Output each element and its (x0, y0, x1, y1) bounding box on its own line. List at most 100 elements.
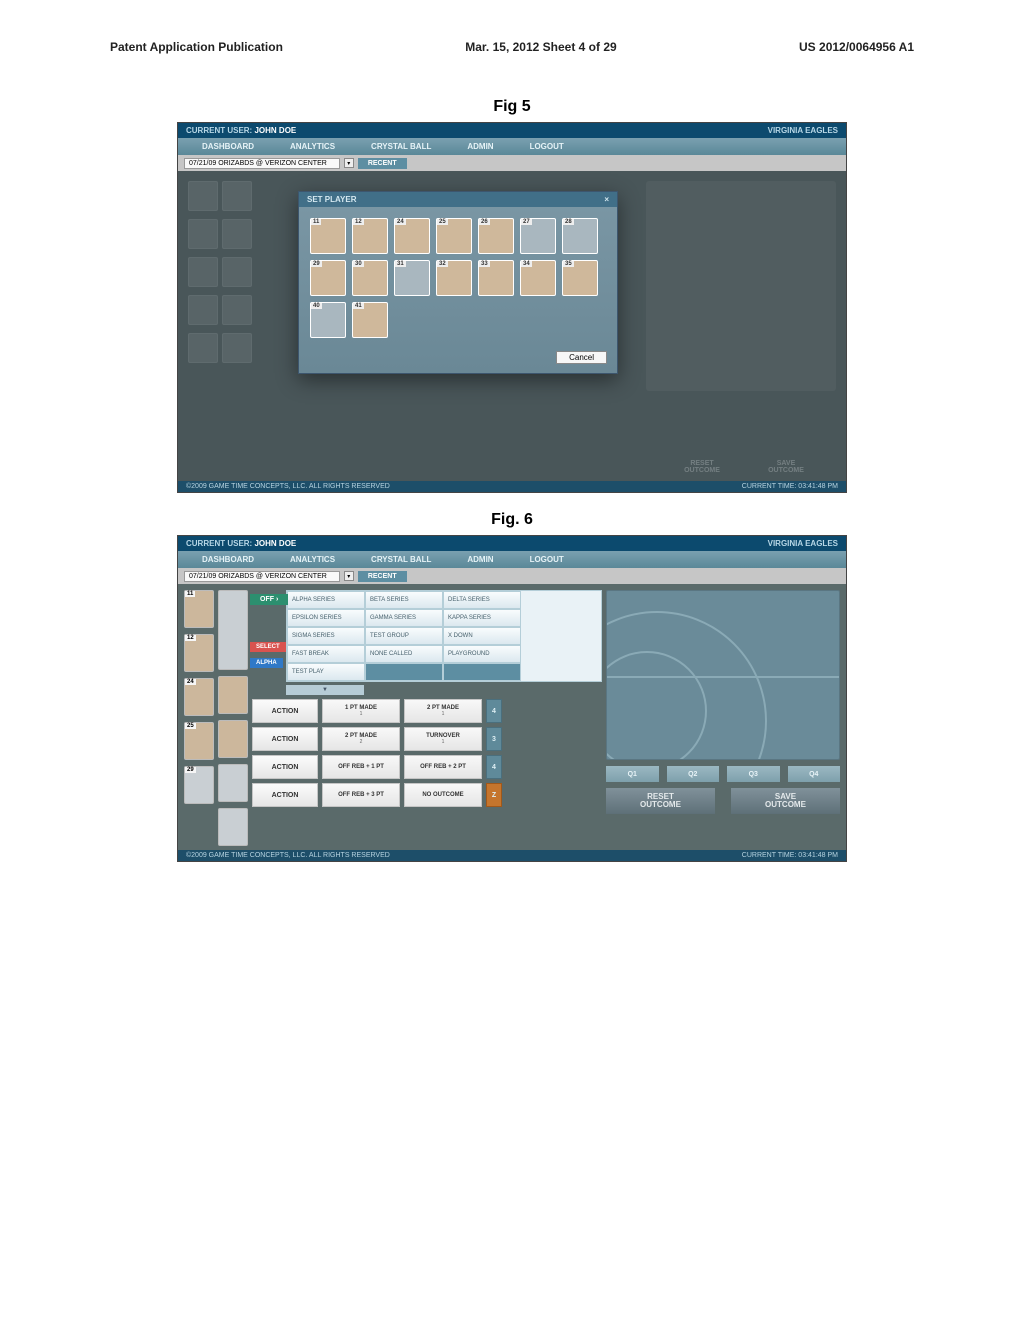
q4-button[interactable]: Q4 (788, 766, 841, 782)
player-tile[interactable] (218, 764, 248, 802)
player-card[interactable]: 29 (310, 260, 346, 296)
mid-column: OFF › SELECT ALPHA ALPHA SERIES BETA SER… (252, 590, 602, 846)
player-tile[interactable]: 24 (184, 678, 214, 716)
player-tile[interactable] (218, 676, 248, 714)
right-column: Q1 Q2 Q3 Q4 RESET OUTCOME SAVE OUTCOME (606, 590, 840, 846)
player-tile[interactable] (218, 590, 248, 670)
player-tile[interactable]: 11 (184, 590, 214, 628)
player-card[interactable]: 30 (352, 260, 388, 296)
player-card[interactable]: 24 (394, 218, 430, 254)
fig5-label: Fig 5 (110, 98, 914, 116)
nav-admin[interactable]: ADMIN (449, 138, 511, 155)
side-number[interactable]: Z (486, 783, 502, 807)
side-number[interactable]: 3 (486, 727, 502, 751)
player-card[interactable]: 41 (352, 302, 388, 338)
save-outcome-button[interactable]: SAVE OUTCOME (731, 788, 840, 814)
nav-crystal[interactable]: CRYSTAL BALL (353, 138, 449, 155)
recent-button[interactable]: RECENT (358, 158, 407, 169)
modal-footer: Cancel (299, 343, 617, 373)
outcome-label: OFF REB + 1 PT (338, 764, 384, 771)
cancel-button[interactable]: Cancel (556, 351, 607, 364)
series-cell[interactable]: TEST PLAY (287, 663, 365, 681)
side-number[interactable]: 4 (486, 755, 502, 779)
footer-left: ©2009 GAME TIME CONCEPTS, LLC. ALL RIGHT… (186, 852, 390, 859)
outcome-offreb-1pt[interactable]: OFF REB + 1 PT (322, 755, 400, 779)
outcome-2pt-made[interactable]: 2 PT MADE 1 (404, 699, 482, 723)
outcome-offreb-3pt[interactable]: OFF REB + 3 PT (322, 783, 400, 807)
series-cell[interactable]: TEST GROUP (365, 627, 443, 645)
series-dropdown-arrow[interactable]: ▼ (286, 685, 364, 695)
player-tile[interactable]: 29 (184, 766, 214, 804)
series-cell[interactable]: PLAYGROUND (443, 645, 521, 663)
nav-dashboard[interactable]: DASHBOARD (184, 551, 272, 568)
game-select[interactable]: 07/21/09 ORIZABDS @ VERIZON CENTER (184, 571, 340, 582)
player-card[interactable]: 35 (562, 260, 598, 296)
nav-admin[interactable]: ADMIN (449, 551, 511, 568)
player-tile[interactable] (218, 808, 248, 846)
action-button[interactable]: ACTION (252, 727, 318, 751)
player-card[interactable]: 31 (394, 260, 430, 296)
outcome-2pt-made-2[interactable]: 2 PT MADE 2 (322, 727, 400, 751)
nav-logout[interactable]: LOGOUT (512, 138, 582, 155)
action-button[interactable]: ACTION (252, 699, 318, 723)
player-card[interactable]: 40 (310, 302, 346, 338)
q3-button[interactable]: Q3 (727, 766, 780, 782)
fig5-window: CURRENT USER: JOHN DOE VIRGINIA EAGLES D… (177, 122, 847, 493)
series-cell[interactable]: DELTA SERIES (443, 591, 521, 609)
action-button[interactable]: ACTION (252, 755, 318, 779)
series-cell[interactable]: ALPHA SERIES (287, 591, 365, 609)
modal-body: 11 12 24 25 26 27 28 29 30 31 32 33 34 3… (299, 207, 617, 343)
off-tab[interactable]: OFF › (250, 594, 288, 605)
outcome-turnover[interactable]: TURNOVER 1 (404, 727, 482, 751)
select-tab[interactable]: SELECT (250, 642, 286, 652)
player-card[interactable]: 34 (520, 260, 556, 296)
outcome-no-outcome[interactable]: NO OUTCOME (404, 783, 482, 807)
series-cell[interactable]: EPSILON SERIES (287, 609, 365, 627)
series-cell[interactable]: X DOWN (443, 627, 521, 645)
nav-analytics[interactable]: ANALYTICS (272, 551, 353, 568)
nav-crystal[interactable]: CRYSTAL BALL (353, 551, 449, 568)
fig5-content: SET PLAYER × 11 12 24 25 26 27 28 29 30 … (178, 171, 846, 481)
player-card[interactable]: 26 (478, 218, 514, 254)
side-number[interactable]: 4 (486, 699, 502, 723)
sub-bar: 07/21/09 ORIZABDS @ VERIZON CENTER ▾ REC… (178, 568, 846, 584)
player-card[interactable]: 11 (310, 218, 346, 254)
player-tile[interactable]: 12 (184, 634, 214, 672)
dropdown-icon[interactable]: ▾ (344, 158, 354, 168)
player-card[interactable]: 28 (562, 218, 598, 254)
close-icon[interactable]: × (604, 195, 609, 204)
player-card[interactable]: 32 (436, 260, 472, 296)
q2-button[interactable]: Q2 (667, 766, 720, 782)
player-card[interactable]: 27 (520, 218, 556, 254)
outcome-1pt-made[interactable]: 1 PT MADE 1 (322, 699, 400, 723)
player-tile[interactable] (218, 720, 248, 758)
player-card[interactable]: 33 (478, 260, 514, 296)
reset-outcome-button[interactable]: RESET OUTCOME (606, 788, 715, 814)
nav-dashboard[interactable]: DASHBOARD (184, 138, 272, 155)
player-card[interactable]: 12 (352, 218, 388, 254)
nav-analytics[interactable]: ANALYTICS (272, 138, 353, 155)
series-cell[interactable]: GAMMA SERIES (365, 609, 443, 627)
dropdown-icon[interactable]: ▾ (344, 571, 354, 581)
team-label: VIRGINIA EAGLES (768, 126, 838, 135)
fig6-label: Fig. 6 (110, 511, 914, 529)
user-bar: CURRENT USER: JOHN DOE VIRGINIA EAGLES (178, 536, 846, 551)
player-card[interactable]: 25 (436, 218, 472, 254)
player-tile[interactable]: 25 (184, 722, 214, 760)
recent-button[interactable]: RECENT (358, 571, 407, 582)
series-cell[interactable]: NONE CALLED (365, 645, 443, 663)
series-cell-empty (443, 663, 521, 681)
court-diagram[interactable] (606, 590, 840, 760)
outcome-offreb-2pt[interactable]: OFF REB + 2 PT (404, 755, 482, 779)
footer-strip: ©2009 GAME TIME CONCEPTS, LLC. ALL RIGHT… (178, 481, 846, 492)
series-cell[interactable]: KAPPA SERIES (443, 609, 521, 627)
series-cell[interactable]: SIGMA SERIES (287, 627, 365, 645)
series-cell[interactable]: FAST BREAK (287, 645, 365, 663)
reset-label-bot: OUTCOME (640, 801, 681, 809)
series-cell[interactable]: BETA SERIES (365, 591, 443, 609)
alpha-tab[interactable]: ALPHA (250, 658, 283, 668)
nav-logout[interactable]: LOGOUT (512, 551, 582, 568)
q1-button[interactable]: Q1 (606, 766, 659, 782)
action-button[interactable]: ACTION (252, 783, 318, 807)
game-select[interactable]: 07/21/09 ORIZABDS @ VERIZON CENTER (184, 158, 340, 169)
